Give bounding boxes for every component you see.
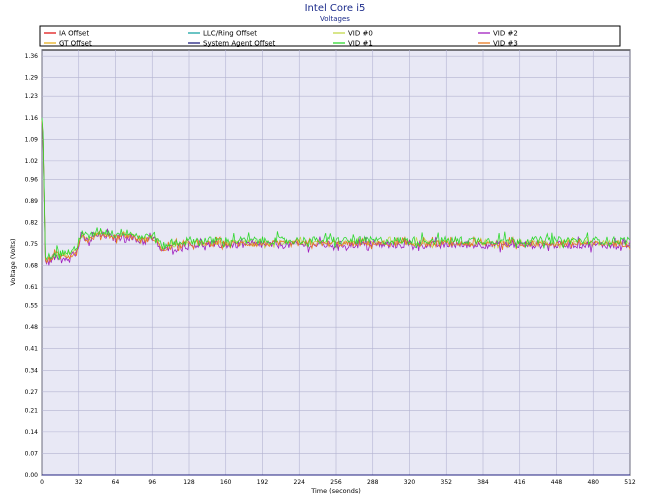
x-tick-label: 32 [75, 479, 83, 486]
series-lines [41, 117, 631, 476]
x-tick-label: 96 [148, 479, 156, 486]
legend-label: IA Offset [59, 30, 89, 38]
legend-box [39, 25, 621, 47]
y-tick-label: 1.09 [25, 136, 39, 143]
y-tick-label: 0.27 [25, 389, 39, 396]
y-tick-label: 0.00 [25, 472, 39, 479]
x-tick-label: 416 [514, 479, 526, 486]
legend-label: System Agent Offset [203, 40, 276, 48]
x-tick-label: 448 [551, 479, 563, 486]
legend-label: GT Offset [59, 40, 92, 48]
y-tick-label: 1.36 [25, 53, 39, 60]
y-tick-label: 0.14 [25, 429, 39, 436]
y-tick-label: 1.29 [25, 75, 39, 82]
y-axis-ticks: 0.00 0.07 0.14 0.21 0.27 0.34 0.41 0.48 0.55 0.61… [25, 53, 39, 479]
y-tick-label: 1.02 [25, 158, 39, 165]
y-tick-label: 0.55 [25, 303, 39, 310]
y-tick-label: 0.68 [25, 263, 39, 270]
x-tick-label: 256 [330, 479, 342, 486]
y-tick-label: 0.96 [25, 176, 39, 183]
y-axis-label: Voltage (Volts) [9, 238, 17, 285]
x-axis-label: Time (seconds) [310, 487, 361, 495]
legend-label: VID #0 [348, 30, 373, 38]
y-tick-label: 1.16 [25, 115, 39, 122]
y-tick-label: 0.07 [25, 450, 39, 457]
x-tick-label: 512 [624, 479, 636, 486]
y-tick-label: 0.21 [25, 407, 39, 414]
x-tick-label: 352 [441, 479, 453, 486]
y-tick-label: 0.41 [25, 346, 39, 353]
chart-subtitle: Voltages [320, 15, 350, 23]
x-tick-label: 64 [112, 479, 120, 486]
x-axis-ticks: 0 32 64 96 128 160 192 224 256 288 320 352 384 416 448… [40, 479, 636, 486]
y-tick-label: 0.48 [25, 324, 39, 331]
x-tick-label: 192 [257, 479, 269, 486]
x-tick-label: 224 [294, 479, 306, 486]
legend-label: VID #3 [493, 40, 518, 48]
series-line [41, 122, 631, 266]
legend-label: LLC/Ring Offset [203, 30, 257, 38]
x-tick-label: 288 [367, 479, 379, 486]
x-tick-label: 320 [404, 479, 416, 486]
y-tick-label: 0.82 [25, 219, 39, 226]
y-tick-label: 0.89 [25, 198, 39, 205]
x-tick-label: 128 [183, 479, 195, 486]
x-tick-label: 160 [220, 479, 232, 486]
y-tick-label: 0.61 [25, 284, 39, 291]
x-tick-label: 480 [588, 479, 600, 486]
y-tick-label: 1.23 [25, 93, 39, 100]
x-tick-label: 0 [40, 479, 44, 486]
legend-label: VID #2 [493, 30, 518, 38]
y-tick-label: 0.75 [25, 241, 39, 248]
legend: IA Offset LLC/Ring Offset VID #0 VID #2 GT O… [39, 25, 621, 48]
y-tick-label: 0.34 [25, 367, 39, 374]
legend-label: VID #1 [348, 40, 373, 48]
x-tick-label: 384 [477, 479, 489, 486]
chart-title: Intel Core i5 [305, 3, 366, 14]
series-line [41, 117, 631, 261]
